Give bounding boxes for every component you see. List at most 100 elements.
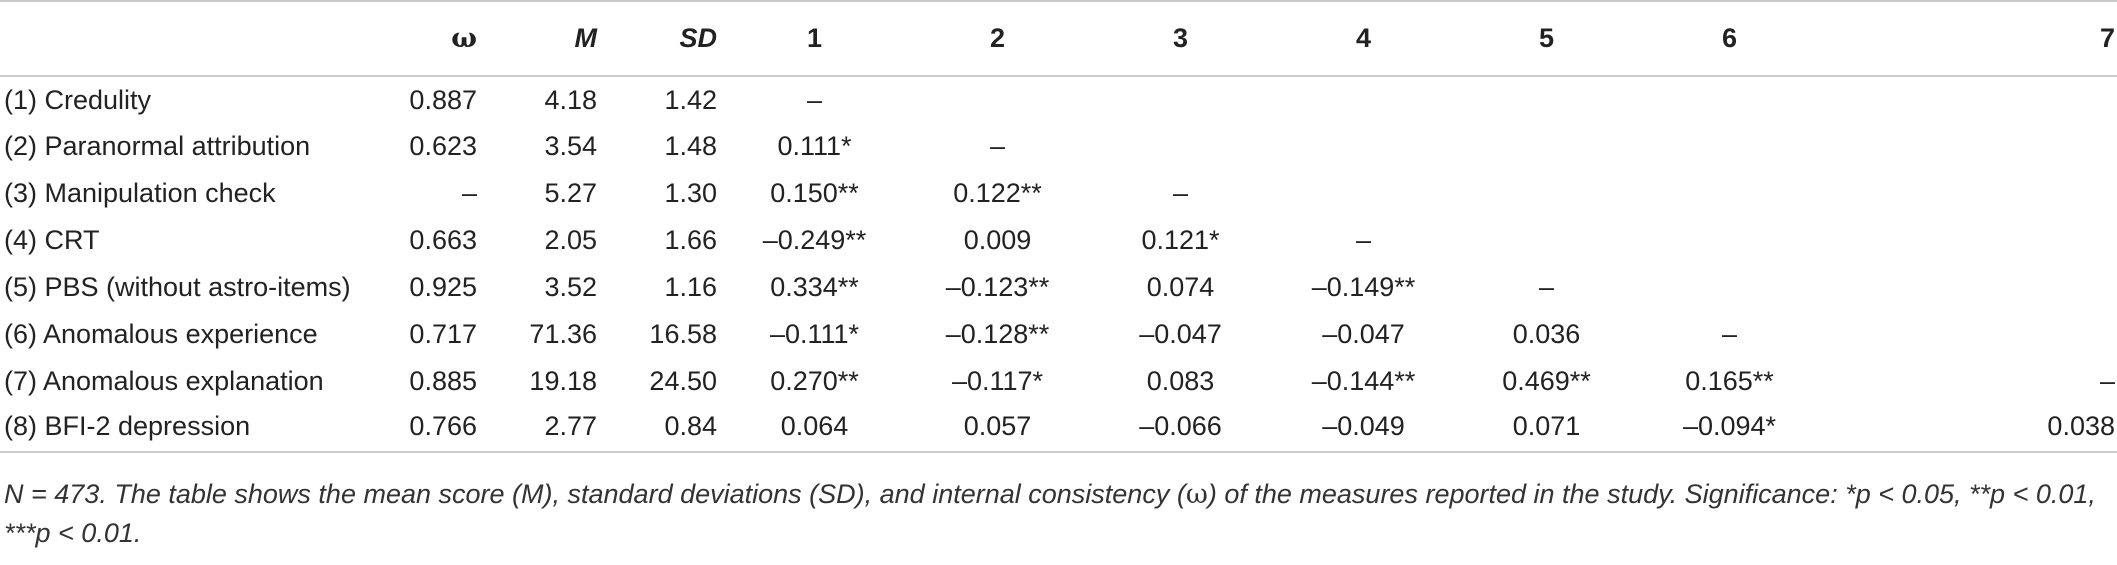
- cell-corr-1: 0.111*: [777, 131, 852, 161]
- cell-corr-7: [1821, 123, 2117, 170]
- header-cell-4: 4: [1272, 0, 1455, 77]
- correlation-table: ω M SD 1 2 3 4 5 6 7 (1) Credulity 0.887 4…: [0, 0, 2117, 452]
- cell-corr-2: 0.009: [963, 225, 1032, 255]
- cell-omega: 0.887: [409, 84, 477, 115]
- cell-corr-6: 0.165**: [1685, 366, 1774, 396]
- cell-corr-3: 0.083: [1146, 366, 1215, 396]
- cell-corr-1: –0.111*: [769, 319, 860, 349]
- row-label: (4) CRT: [4, 225, 100, 255]
- cell-corr-6: [1638, 264, 1821, 311]
- cell-omega: 0.766: [409, 410, 477, 441]
- cell-corr-7: [1821, 217, 2117, 264]
- cell-corr-3: –0.047: [1139, 319, 1222, 349]
- cell-corr-4: [1272, 170, 1455, 217]
- table-row: (5) PBS (without astro-items) 0.925 3.52 1.…: [0, 264, 2117, 311]
- cell-corr-7: [1821, 170, 2117, 217]
- cell-mean: 2.05: [544, 225, 597, 255]
- table-row: (8) BFI-2 depression 0.766 2.77 0.84 0.064 0.…: [0, 405, 2117, 452]
- header-cell-6: 6: [1638, 0, 1821, 77]
- cell-sd: 1.30: [664, 178, 717, 208]
- cell-corr-5: 0.036: [1512, 319, 1581, 349]
- cell-corr-4: –0.144**: [1311, 366, 1416, 396]
- table-body: (1) Credulity 0.887 4.18 1.42– (2) Paranorma…: [0, 76, 2117, 452]
- cell-corr-7: [1821, 264, 2117, 311]
- cell-corr-5: [1455, 123, 1638, 170]
- header-cell-1: 1: [723, 0, 906, 77]
- table-row: (7) Anomalous explanation 0.885 19.18 24.50…: [0, 358, 2117, 405]
- cell-sd: 1.16: [664, 272, 717, 302]
- cell-corr-6: –: [1721, 319, 1738, 349]
- cell-corr-6: [1638, 170, 1821, 217]
- cell-corr-6: [1638, 76, 1821, 123]
- cell-corr-1: 0.150**: [770, 178, 859, 208]
- cell-sd: 0.84: [664, 410, 717, 441]
- cell-mean: 71.36: [529, 319, 597, 349]
- correlation-table-container: ω M SD 1 2 3 4 5 6 7 (1) Credulity 0.887 4…: [0, 0, 2117, 452]
- cell-corr-4: –0.149**: [1311, 272, 1416, 302]
- cell-omega: 0.663: [409, 225, 477, 255]
- cell-corr-7: [1821, 76, 2117, 123]
- cell-corr-2: –: [989, 131, 1006, 161]
- cell-corr-3: –0.066: [1139, 410, 1222, 441]
- cell-omega: –: [461, 178, 477, 208]
- cell-corr-7: –: [2099, 366, 2115, 396]
- cell-corr-7: 0.038: [2047, 410, 2115, 441]
- header-cell-3: 3: [1089, 0, 1272, 77]
- cell-mean: 19.18: [529, 366, 597, 396]
- table-row: (1) Credulity 0.887 4.18 1.42 –: [0, 76, 2117, 123]
- header-cell-label: [0, 0, 385, 77]
- row-label: (3) Manipulation check: [4, 178, 276, 208]
- cell-mean: 2.77: [544, 410, 597, 441]
- cell-corr-5: 0.469**: [1502, 366, 1591, 396]
- cell-corr-5: [1455, 76, 1638, 123]
- cell-corr-6: [1638, 217, 1821, 264]
- cell-corr-4: –: [1355, 225, 1372, 255]
- cell-corr-3: [1089, 76, 1272, 123]
- cell-corr-4: –0.049: [1322, 410, 1405, 441]
- cell-corr-2: 0.057: [963, 410, 1032, 441]
- header-cell-7: 7: [1821, 0, 2117, 77]
- cell-omega: 0.717: [409, 319, 477, 349]
- cell-corr-2: –0.117*: [951, 366, 1044, 396]
- cell-corr-5: 0.071: [1512, 410, 1581, 441]
- row-label: (5) PBS (without astro-items): [4, 272, 351, 302]
- row-label: (7) Anomalous explanation: [4, 366, 324, 396]
- cell-corr-1: 0.064: [780, 410, 849, 441]
- cell-corr-6: –0.094*: [1682, 410, 1777, 441]
- table-row: (6) Anomalous experience 0.717 71.36 16.58 –…: [0, 311, 2117, 358]
- row-label: (8) BFI-2 depression: [4, 410, 251, 441]
- footnote-omega-symbol: ω: [1185, 479, 1208, 510]
- row-label: (2) Paranormal attribution: [4, 131, 311, 161]
- header-cell-2: 2: [906, 0, 1089, 77]
- cell-mean: 3.52: [544, 272, 597, 302]
- cell-corr-4: –0.047: [1322, 319, 1405, 349]
- cell-mean: 5.27: [544, 178, 597, 208]
- header-row: ω M SD 1 2 3 4 5 6 7: [0, 0, 2117, 77]
- table-footnote: N = 473. The table shows the mean score …: [4, 475, 2109, 552]
- cell-sd: 1.66: [664, 225, 717, 255]
- cell-mean: 3.54: [544, 131, 597, 161]
- cell-corr-7: [1821, 311, 2117, 358]
- row-label: (6) Anomalous experience: [4, 319, 318, 349]
- cell-corr-5: [1455, 170, 1638, 217]
- cell-sd: 24.50: [649, 366, 717, 396]
- table-row: (4) CRT 0.663 2.05 1.66 –0.249** 0.009 0.121* –: [0, 217, 2117, 264]
- row-label: (1) Credulity: [4, 84, 152, 115]
- cell-sd: 16.58: [649, 319, 717, 349]
- footnote-text-part2: ) of the measures reported in the study.…: [4, 479, 2096, 548]
- cell-corr-3: 0.121*: [1141, 225, 1220, 255]
- header-cell-5: 5: [1455, 0, 1638, 77]
- cell-corr-2: 0.122**: [953, 178, 1042, 208]
- cell-sd: 1.48: [664, 131, 717, 161]
- header-cell-sd: SD: [603, 0, 723, 77]
- cell-omega: 0.623: [409, 131, 477, 161]
- cell-corr-2: [906, 76, 1089, 123]
- cell-corr-2: –0.128**: [945, 319, 1050, 349]
- cell-corr-1: –: [806, 84, 823, 115]
- table-row: (3) Manipulation check – 5.27 1.30 0.150** 0.…: [0, 170, 2117, 217]
- cell-corr-3: 0.074: [1146, 272, 1215, 302]
- cell-corr-3: [1089, 123, 1272, 170]
- cell-corr-4: [1272, 123, 1455, 170]
- cell-corr-5: –: [1538, 272, 1555, 302]
- header-cell-mean: M: [483, 0, 603, 77]
